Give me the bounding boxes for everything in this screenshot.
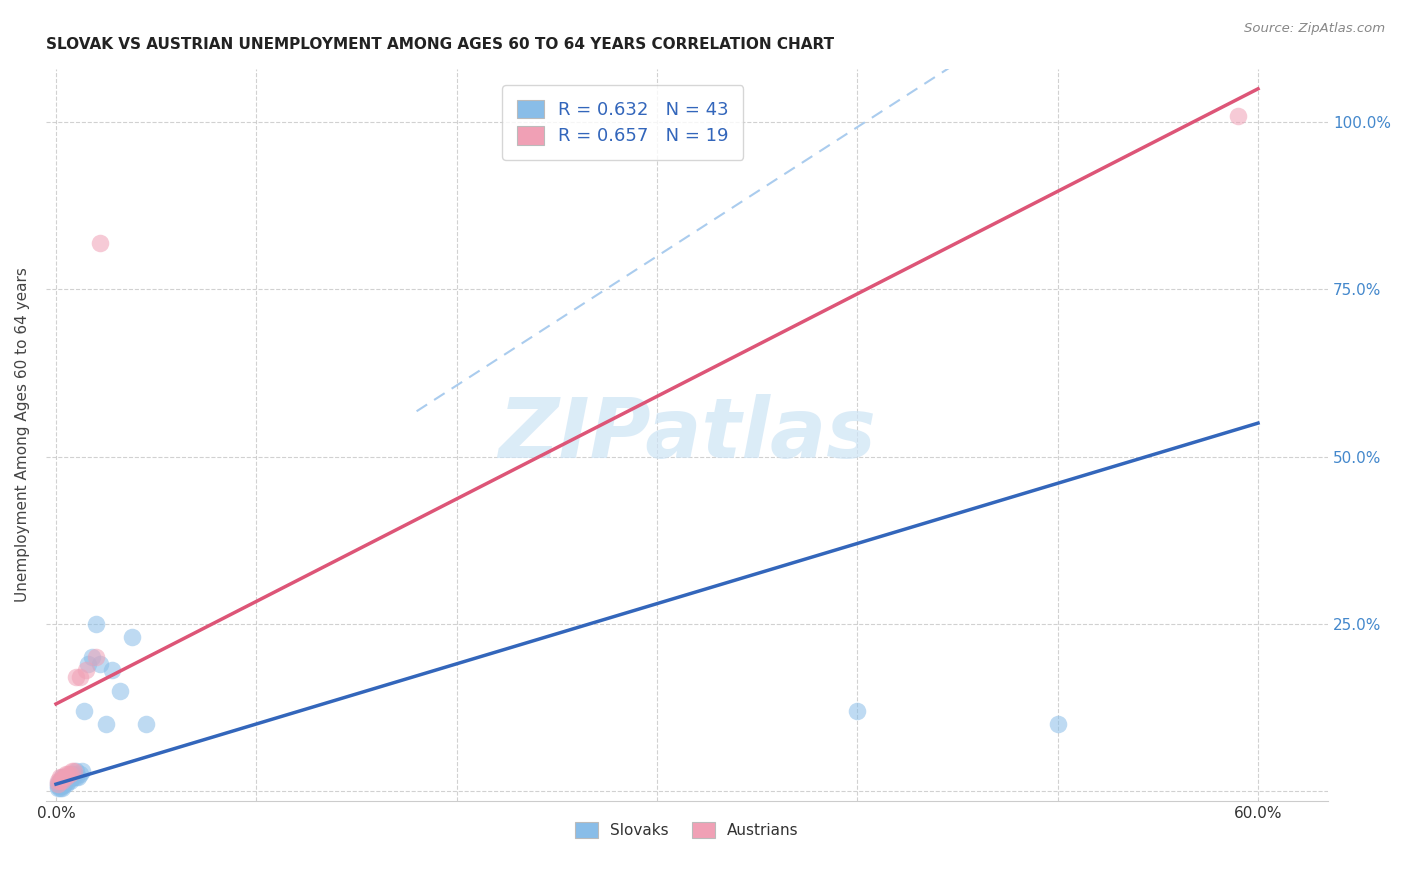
Point bbox=[51, 773, 73, 788]
Point bbox=[53, 773, 76, 788]
Point bbox=[63, 767, 86, 781]
Point bbox=[63, 764, 86, 778]
Point bbox=[53, 777, 76, 791]
Point bbox=[89, 235, 111, 250]
Point bbox=[60, 764, 83, 778]
Point bbox=[60, 767, 83, 781]
Point bbox=[108, 683, 131, 698]
Point bbox=[1227, 109, 1250, 123]
Point bbox=[46, 780, 69, 795]
Point bbox=[60, 771, 83, 785]
Point bbox=[56, 771, 79, 785]
Point bbox=[49, 773, 72, 788]
Point bbox=[65, 670, 87, 684]
Point bbox=[55, 771, 77, 785]
Point bbox=[51, 777, 73, 791]
Point bbox=[70, 764, 93, 778]
Point bbox=[66, 771, 89, 785]
Point bbox=[121, 630, 143, 644]
Point bbox=[49, 779, 72, 793]
Point bbox=[46, 776, 69, 790]
Point bbox=[53, 771, 76, 785]
Point bbox=[46, 779, 69, 793]
Legend: Slovaks, Austrians: Slovaks, Austrians bbox=[569, 816, 804, 845]
Point bbox=[46, 773, 69, 788]
Point bbox=[51, 779, 73, 793]
Point bbox=[55, 767, 77, 781]
Point bbox=[49, 780, 72, 795]
Point bbox=[77, 657, 100, 671]
Point bbox=[49, 777, 72, 791]
Point bbox=[59, 767, 82, 781]
Y-axis label: Unemployment Among Ages 60 to 64 years: Unemployment Among Ages 60 to 64 years bbox=[15, 268, 30, 602]
Text: SLOVAK VS AUSTRIAN UNEMPLOYMENT AMONG AGES 60 TO 64 YEARS CORRELATION CHART: SLOVAK VS AUSTRIAN UNEMPLOYMENT AMONG AG… bbox=[46, 37, 834, 53]
Point bbox=[69, 670, 91, 684]
Point bbox=[1046, 717, 1069, 731]
Point bbox=[65, 771, 87, 785]
Point bbox=[55, 771, 77, 785]
Point bbox=[59, 771, 82, 785]
Point bbox=[69, 767, 91, 781]
Point bbox=[53, 771, 76, 785]
Point bbox=[89, 657, 111, 671]
Point bbox=[51, 771, 73, 785]
Point bbox=[73, 704, 96, 718]
Point bbox=[80, 650, 103, 665]
Point bbox=[51, 780, 73, 795]
Point bbox=[84, 616, 107, 631]
Point bbox=[101, 664, 124, 678]
Point bbox=[59, 773, 82, 788]
Point bbox=[56, 773, 79, 788]
Text: ZIPatlas: ZIPatlas bbox=[498, 394, 876, 475]
Point bbox=[46, 777, 69, 791]
Point bbox=[51, 771, 73, 785]
Point bbox=[51, 773, 73, 788]
Point bbox=[55, 777, 77, 791]
Point bbox=[55, 773, 77, 788]
Point bbox=[63, 771, 86, 785]
Point bbox=[84, 650, 107, 665]
Point bbox=[65, 764, 87, 778]
Point bbox=[94, 717, 117, 731]
Point bbox=[846, 704, 869, 718]
Point bbox=[135, 717, 157, 731]
Point bbox=[56, 767, 79, 781]
Text: Source: ZipAtlas.com: Source: ZipAtlas.com bbox=[1244, 22, 1385, 36]
Point bbox=[49, 773, 72, 788]
Point bbox=[49, 771, 72, 785]
Point bbox=[75, 664, 97, 678]
